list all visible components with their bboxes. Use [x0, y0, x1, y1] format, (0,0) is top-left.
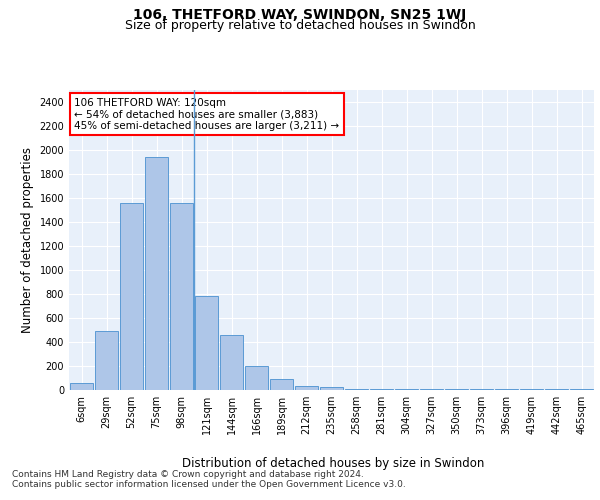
Bar — [195, 296, 218, 390]
Bar — [95, 331, 118, 390]
Text: Contains public sector information licensed under the Open Government Licence v3: Contains public sector information licen… — [12, 480, 406, 489]
Bar — [145, 157, 168, 390]
Bar — [245, 366, 268, 390]
Bar — [170, 204, 193, 390]
Text: Contains HM Land Registry data © Crown copyright and database right 2024.: Contains HM Land Registry data © Crown c… — [12, 470, 364, 479]
Bar — [270, 378, 293, 390]
Text: Distribution of detached houses by size in Swindon: Distribution of detached houses by size … — [182, 458, 484, 470]
Bar — [295, 386, 318, 390]
Bar — [320, 386, 343, 390]
Text: 106, THETFORD WAY, SWINDON, SN25 1WJ: 106, THETFORD WAY, SWINDON, SN25 1WJ — [133, 8, 467, 22]
Bar — [120, 204, 143, 390]
Text: 106 THETFORD WAY: 120sqm
← 54% of detached houses are smaller (3,883)
45% of sem: 106 THETFORD WAY: 120sqm ← 54% of detach… — [74, 98, 340, 130]
Bar — [220, 335, 243, 390]
Y-axis label: Number of detached properties: Number of detached properties — [21, 147, 34, 333]
Text: Size of property relative to detached houses in Swindon: Size of property relative to detached ho… — [125, 19, 475, 32]
Bar — [70, 383, 93, 390]
